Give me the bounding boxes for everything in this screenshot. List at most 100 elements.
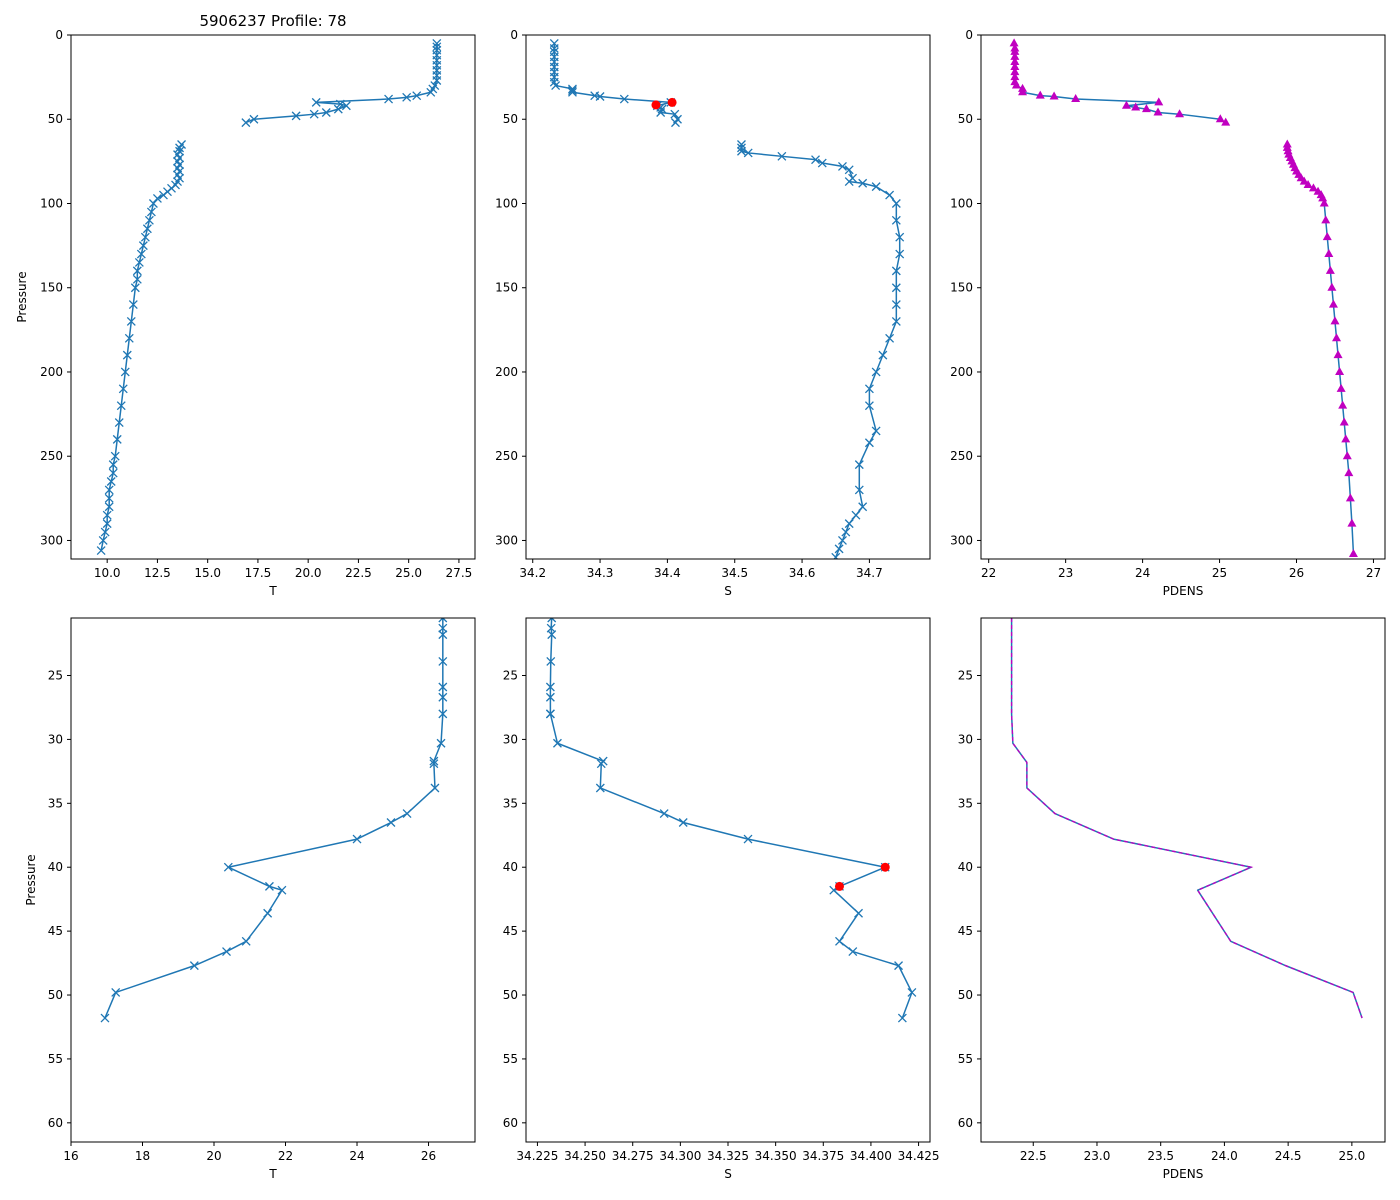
data-point [841,527,851,537]
data-point [656,108,666,117]
data-point [100,527,110,537]
plot-area [1009,38,1358,557]
axes-frame [980,34,1386,560]
x-tick-label: 10.0 [94,566,121,580]
data-point [844,165,854,175]
axes-frame [980,617,1386,1143]
data-point [1324,249,1334,258]
data-point [102,510,112,520]
data-point [309,109,319,119]
data-point [1011,80,1021,89]
y-tick-label: 100 [950,196,973,210]
data-point [412,91,422,101]
data-point [291,111,301,121]
x-tick-label: 34.3 [587,566,614,580]
y-axis-label: Pressure [24,854,38,905]
data-point [1153,107,1163,116]
x-tick-label: 34.225 [516,1149,558,1163]
figure-title: 5906237 Profile: 78 [199,12,346,30]
axes-frame [525,34,931,560]
data-point [436,738,446,748]
y-tick-label: 35 [958,796,973,810]
data-point [438,630,448,640]
panel-top-PDENS: 22 23 24 25 26 27 0 50 100 150 200 250 300 PDENS [950,28,1386,598]
data-point [831,552,841,559]
data-point [737,140,746,149]
data-point [1175,109,1185,118]
x-tick-label: 25.0 [395,566,422,580]
y-axis-label: Pressure [15,271,29,322]
plot-area [549,38,905,559]
data-point [1348,548,1358,557]
series-line [740,144,901,558]
y-tick-label: 250 [950,449,973,463]
data-point [1335,366,1345,375]
data-point [545,692,555,702]
x-tick-label: 34.375 [802,1149,844,1163]
data-point [222,947,231,957]
y-tick-label: 200 [950,365,973,379]
y-tick-label: 0 [55,28,63,42]
data-point [1325,265,1335,274]
data-point [146,207,156,217]
x-tick-label: 20 [206,1149,221,1163]
data-point [1299,176,1309,185]
y-tick-label: 35 [503,796,518,810]
y-tick-label: 200 [495,365,518,379]
panel-bottom-S: 34.225 34.250 34.275 34.300 34.325 34.350 34.3… [503,617,940,1181]
data-point [277,885,287,895]
x-tick-label: 25.0 [1339,1149,1366,1163]
x-tick-label: 16 [63,1149,78,1163]
data-point [132,274,142,284]
y-tick-label: 300 [950,533,973,547]
data-point [1330,316,1340,325]
y-tick-label: 25 [48,669,63,683]
data-point [885,333,895,343]
data-point [1328,299,1338,308]
y-tick-label: 50 [48,112,63,126]
data-point [126,316,136,326]
axes-frame [70,617,476,1143]
data-point [907,988,917,997]
data-point [102,519,112,529]
data-point [104,493,114,503]
x-tick-label: 25 [1212,566,1227,580]
data-point [678,818,688,827]
data-point [1071,94,1081,103]
x-axis-label: PDENS [1163,1167,1204,1181]
data-point [552,738,562,748]
data-point [352,834,362,844]
data-point [335,99,345,109]
flagged-point [667,97,677,107]
data-point [402,92,412,102]
data-point [619,94,629,104]
x-tick-label: 34.7 [856,566,883,580]
x-tick-label: 18 [135,1149,150,1163]
data-point [844,177,854,187]
data-point [895,249,905,259]
data-point [241,936,251,946]
data-point [108,468,118,478]
data-point [549,44,559,53]
data-point [568,86,577,96]
data-point [116,401,126,411]
y-tick-label: 30 [48,732,63,746]
x-axis-label: S [724,584,732,598]
panel-top-S: 34.2 34.3 34.4 34.5 34.6 34.7 0 50 100 150 200 250 3… [495,28,931,598]
y-tick-label: 250 [495,449,518,463]
data-point [402,809,412,819]
data-point [858,502,868,512]
x-tick-label: 34.250 [564,1149,606,1163]
y-tick-label: 100 [495,196,518,210]
y-tick-label: 55 [503,1052,518,1066]
data-point [142,224,152,234]
data-point [426,87,436,97]
data-point [854,908,863,918]
data-point [1345,493,1355,502]
data-point [891,283,901,293]
data-point [321,108,331,117]
flagged-point [651,100,661,110]
y-tick-label: 45 [958,924,973,938]
data-point [811,155,820,165]
x-tick-label: 20.0 [295,566,322,580]
